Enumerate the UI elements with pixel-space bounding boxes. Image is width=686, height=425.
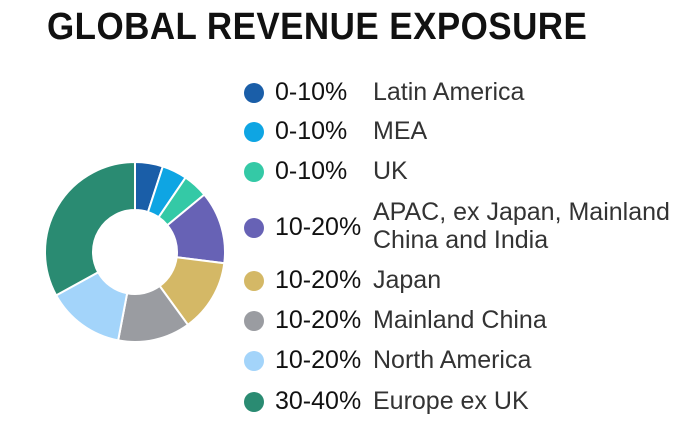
legend: 0-10% Latin America 0-10% MEA 0-10% UK 1… [244, 0, 684, 425]
legend-swatch-europe-ex-uk [244, 391, 264, 412]
legend-range: 0-10% [275, 78, 348, 106]
legend-region: MEA [373, 117, 428, 145]
legend-item: 0-10% MEA [244, 117, 427, 146]
legend-region: Japan [373, 266, 442, 294]
legend-swatch-north-america [244, 350, 264, 371]
legend-range: 30-40% [275, 387, 362, 415]
legend-swatch-latin-america [244, 82, 264, 103]
legend-range: 10-20% [275, 306, 362, 334]
legend-swatch-mainland-china [244, 310, 264, 331]
chart-title: GLOBAL REVENUE EXPOSURE [47, 6, 588, 48]
legend-item: 10-20% APAC, ex Japan, Mainland China an… [244, 198, 670, 254]
legend-region: Mainland China [373, 306, 547, 334]
legend-swatch-japan [244, 270, 264, 291]
legend-swatch-apac [244, 217, 264, 238]
legend-item: 10-20% Japan [244, 266, 441, 295]
legend-region: UK [373, 157, 408, 185]
legend-range: 0-10% [275, 117, 348, 145]
legend-item: 0-10% UK [244, 157, 408, 186]
legend-item: 10-20% North America [244, 346, 531, 375]
legend-range: 0-10% [275, 157, 348, 185]
legend-swatch-mea [244, 121, 264, 142]
legend-item: 30-40% Europe ex UK [244, 387, 529, 416]
legend-region: Latin America [373, 78, 525, 106]
legend-range: 10-20% [275, 213, 362, 241]
legend-range: 10-20% [275, 346, 362, 374]
legend-item: 10-20% Mainland China [244, 306, 547, 335]
legend-item: 0-10% Latin America [244, 78, 524, 107]
legend-region: APAC, ex Japan, Mainland [373, 198, 670, 226]
legend-region: Europe ex UK [373, 387, 529, 415]
legend-region-line2: China and India [373, 226, 549, 254]
donut-chart [44, 160, 226, 343]
legend-swatch-uk [244, 161, 264, 182]
donut-slice-europe-ex-uk [44, 160, 136, 297]
legend-range: 10-20% [275, 266, 362, 294]
legend-region: North America [373, 346, 532, 374]
